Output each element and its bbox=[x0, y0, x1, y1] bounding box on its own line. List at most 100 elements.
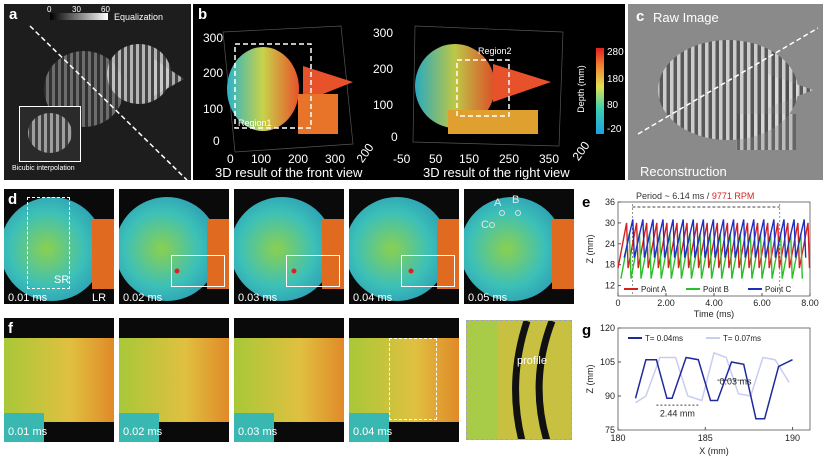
panel-e: e 12 18 24 30 36 0 2.00 4.00 6.00 8.00 Time (ms) Z … bbox=[578, 186, 823, 320]
panel-f-tile-2: 0.02 ms bbox=[119, 318, 229, 442]
time-label: 0.01 ms bbox=[8, 292, 48, 304]
profile-box bbox=[389, 338, 437, 420]
x-tick-label: 0 bbox=[615, 298, 620, 308]
series-line-point-a bbox=[617, 222, 811, 269]
panel-f-tile-4: 0.04 ms bbox=[349, 318, 459, 442]
y-axis-label: Z (mm) bbox=[585, 235, 595, 264]
inset-caption: Bicubic interpolation bbox=[12, 165, 75, 172]
watermark: 大数跨境 bbox=[2, 448, 55, 463]
dt-label: 0.03 ms bbox=[719, 377, 752, 387]
series-line-t-0-04ms bbox=[634, 356, 793, 420]
time-label: 0.02 ms bbox=[123, 292, 163, 304]
x-axis-label: X (mm) bbox=[699, 446, 729, 456]
plot-frame bbox=[617, 327, 811, 431]
depth-tick: 80 bbox=[607, 100, 619, 111]
x-tick-label: 190 bbox=[785, 433, 800, 443]
legend-label: T= 0.07ms bbox=[723, 334, 761, 343]
x-tick: 200 bbox=[288, 152, 309, 166]
y-tick-label: 30 bbox=[605, 218, 615, 228]
y-tick-label: 18 bbox=[605, 260, 615, 270]
x-tick: 250 bbox=[499, 152, 520, 166]
panel-c: c Raw Image Reconstruction bbox=[628, 4, 823, 180]
z-tick: 200 bbox=[373, 62, 394, 76]
time-label: 0.05 ms bbox=[468, 292, 508, 304]
time-label: 0.01 ms bbox=[8, 426, 48, 438]
y-tick-label: 120 bbox=[600, 323, 615, 333]
panel-label: c bbox=[636, 8, 645, 25]
profile-label: profile bbox=[517, 355, 547, 367]
depth-tick: 180 bbox=[607, 74, 624, 85]
series-line-point-b bbox=[620, 233, 803, 279]
x-tick: 300 bbox=[325, 152, 346, 166]
sr-label: SR bbox=[54, 274, 70, 286]
region2-box bbox=[456, 59, 510, 117]
depth-tick: 280 bbox=[607, 47, 624, 58]
depth-tick: -20 bbox=[607, 124, 622, 135]
colorbar-tick: 0 bbox=[47, 5, 52, 14]
panel-label: a bbox=[9, 6, 18, 23]
reconstruction-label: Reconstruction bbox=[640, 164, 727, 179]
x-tick-label: 180 bbox=[610, 433, 625, 443]
panel-d-tile-5: A B C 0.05 ms bbox=[464, 189, 574, 304]
x-tick: 150 bbox=[459, 152, 480, 166]
y-tick-label: 105 bbox=[600, 357, 615, 367]
point-a-label: A bbox=[494, 197, 502, 209]
period-text: Period ~ 6.14 ms bbox=[636, 191, 705, 201]
zoom-box bbox=[286, 255, 340, 287]
panel-d-tile-1: d SR LR 0.01 ms bbox=[4, 189, 114, 304]
z-tick: 0 bbox=[391, 130, 398, 144]
panel-g: g 75 90 105 120 180 185 190 X (mm) Z (mm) 0.03 ms… bbox=[578, 320, 823, 465]
colorbar-title: Equalization bbox=[114, 12, 164, 22]
z-tick: 300 bbox=[203, 31, 224, 45]
x-axis-label: Time (ms) bbox=[694, 309, 734, 319]
legend-label: Point C bbox=[765, 285, 791, 294]
colorbar-tick: 30 bbox=[72, 5, 81, 14]
point-c-label: C bbox=[481, 219, 489, 231]
sr-box bbox=[27, 197, 70, 289]
x-tick-label: 185 bbox=[698, 433, 713, 443]
tile-image bbox=[234, 197, 344, 301]
legend-label: T= 0.04ms bbox=[645, 334, 683, 343]
region1-label: Region1 bbox=[238, 118, 272, 128]
region2-label: Region2 bbox=[478, 46, 512, 56]
panel-label: g bbox=[582, 322, 592, 339]
front-view-plot bbox=[222, 25, 354, 153]
panel-b-plots bbox=[222, 25, 604, 153]
depth-colorbar bbox=[596, 48, 604, 134]
tile-image bbox=[234, 338, 344, 442]
x-tick: 350 bbox=[539, 152, 560, 166]
panel-b: b 300 200 100 0 0 100 200 300 200 Region… bbox=[193, 4, 625, 180]
x-tick: 100 bbox=[251, 152, 272, 166]
z-tick: 100 bbox=[203, 102, 224, 116]
right-caption: 3D result of the right view bbox=[423, 165, 570, 180]
panel-label: b bbox=[198, 6, 208, 23]
x-tick-label: 6.00 bbox=[753, 298, 771, 308]
x-tick-label: 4.00 bbox=[705, 298, 723, 308]
panel-d-tile-3: 0.03 ms bbox=[234, 189, 344, 304]
legend-label: Point A bbox=[641, 285, 667, 294]
y-tick-label: 36 bbox=[605, 197, 615, 207]
raw-image-label: Raw Image bbox=[653, 10, 719, 25]
panel-f-zoom: profile bbox=[466, 320, 572, 440]
front-caption: 3D result of the front view bbox=[215, 165, 363, 180]
z-tick: 100 bbox=[373, 98, 394, 112]
chart-g: 75 90 105 120 180 185 190 X (mm) Z (mm) 0.03 ms 2.… bbox=[585, 323, 811, 456]
x-tick: -50 bbox=[393, 152, 411, 166]
tile-image bbox=[349, 338, 459, 442]
panel-label: f bbox=[8, 320, 13, 337]
legend-label: Point B bbox=[703, 285, 729, 294]
zoom-box bbox=[401, 255, 455, 287]
point-b-label: B bbox=[512, 194, 520, 206]
x-tick: 50 bbox=[429, 152, 443, 166]
colorbar bbox=[50, 13, 108, 20]
depth-colorbar-title: Depth (mm) bbox=[575, 65, 586, 113]
panel-label: d bbox=[8, 191, 18, 208]
panel-label: e bbox=[582, 194, 591, 211]
panel-f-tile-3: 0.03 ms bbox=[234, 318, 344, 442]
inset-box bbox=[19, 106, 81, 162]
time-label: 0.03 ms bbox=[238, 426, 278, 438]
tile-image bbox=[119, 338, 229, 442]
colorbar-tick: 60 bbox=[101, 5, 110, 14]
panel-c-image bbox=[637, 27, 819, 150]
panel-d-tile-2: 0.02 ms bbox=[119, 189, 229, 304]
